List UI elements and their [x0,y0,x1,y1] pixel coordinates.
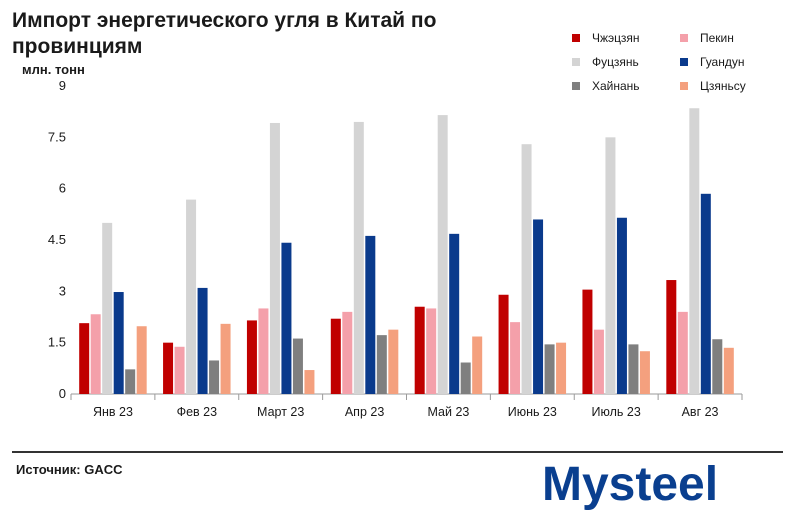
bar [628,344,639,394]
y-axis-unit-label: млн. тонн [22,62,85,77]
legend-swatch [680,33,688,42]
x-tick-label: Янв 23 [93,405,133,419]
y-tick-label: 1.5 [48,335,66,350]
bar [136,326,147,394]
x-tick-label: Апр 23 [345,405,384,419]
legend-swatch [572,57,580,66]
legend-label: Пекин [700,30,734,45]
legend-label: Фуцзянь [592,54,639,69]
bar [174,346,185,394]
bar [353,121,364,394]
chart-title: Импорт энергетического угля в Китай по п… [12,9,437,58]
bar [521,144,532,394]
bar [556,342,567,394]
bar [639,351,650,394]
legend-label: Гуандун [700,54,745,69]
legend-swatch [572,33,580,42]
bar [220,323,231,394]
bar [90,314,101,394]
y-tick-label: 0 [59,386,66,401]
bar [414,306,425,394]
y-tick-label: 4.5 [48,232,66,247]
bar [498,294,509,394]
bar [426,308,437,394]
bar [510,322,521,394]
bar [460,362,471,394]
bar [689,108,700,394]
legend-item: Хайнань [572,78,640,93]
bar [292,338,303,394]
bar [113,292,124,394]
bar [472,336,483,394]
bar [209,360,220,394]
bar [388,329,399,394]
legend-swatch [572,81,580,90]
bar [593,329,604,394]
bar [666,280,677,394]
bar [269,122,280,395]
bar [700,193,711,394]
bar [186,199,197,394]
legend-item: Гуандун [680,54,745,69]
legend-swatch [680,81,688,90]
y-tick-label: 3 [59,283,66,298]
x-tick-label: Авг 23 [682,405,719,419]
y-tick-label: 6 [59,181,66,196]
bar [437,115,448,394]
x-tick-label: Май 23 [428,405,470,419]
bar [533,219,544,394]
bar [605,137,616,395]
bar [197,287,208,394]
legend-label: Цзяньсу [700,78,746,93]
source-note: Источник: GACC [16,462,123,477]
bar [616,217,627,394]
bar [163,342,174,394]
y-tick-label: 9 [59,78,66,93]
logo-text: Mysteel [542,458,718,510]
mysteel-logo: Mysteel [542,458,718,510]
bar [330,318,341,394]
legend-label: Хайнань [592,78,640,93]
legend-swatch [680,57,688,66]
bar [281,242,292,394]
legend-item: Пекин [680,30,734,45]
y-tick-label: 7.5 [48,129,66,144]
x-tick-label: Фев 23 [177,405,218,419]
bar [258,308,269,394]
bar [582,289,593,394]
x-tick-label: Июнь 23 [508,405,557,419]
legend-item: Чжэцзян [572,30,640,45]
bar [677,311,688,394]
bar [723,347,734,394]
legend-label: Чжэцзян [592,30,640,45]
bar [79,323,90,394]
bar [246,320,257,394]
bar [376,335,387,394]
bar [449,233,460,394]
bar [365,235,376,394]
x-tick-label: Июль 23 [592,405,641,419]
legend-item: Цзяньсу [680,78,746,93]
bar [304,370,315,394]
bar [102,222,113,394]
bar [544,344,555,394]
x-tick-label: Март 23 [257,405,304,419]
bar [125,369,136,394]
bar-chart: 0 1.5 3 4.5 6 7.5 9 Янв 23 Фев 23 Март 23 Апр 23 Ма… [48,78,743,419]
bar [342,311,353,394]
footer-divider [12,451,783,453]
bar [712,339,723,394]
legend-item: Фуцзянь [572,54,639,69]
